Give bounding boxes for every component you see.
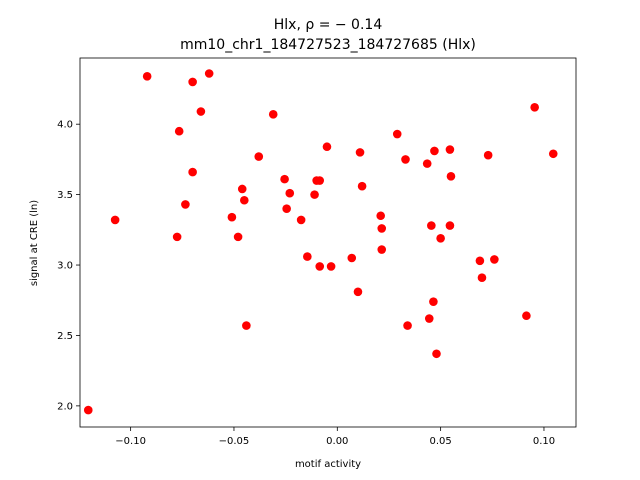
y-axis-ticks: 2.0 2.5 3.0 3.5 4.0 bbox=[57, 120, 80, 412]
data-point-3 bbox=[172, 232, 182, 242]
y-tick-label: 4.0 bbox=[57, 120, 73, 131]
data-point-5 bbox=[181, 200, 190, 209]
data-point-8 bbox=[196, 107, 206, 116]
data-point-19 bbox=[285, 188, 295, 198]
data-point-22 bbox=[310, 190, 319, 199]
data-point-39 bbox=[424, 314, 434, 323]
x-tick-label: 0.00 bbox=[326, 436, 348, 447]
data-point-37 bbox=[403, 321, 412, 330]
data-point-44 bbox=[436, 233, 445, 243]
data-point-34 bbox=[377, 245, 387, 254]
data-point-15 bbox=[254, 152, 264, 161]
data-point-30 bbox=[355, 148, 365, 157]
data-point-43 bbox=[432, 349, 441, 359]
data-point-18 bbox=[282, 204, 291, 213]
data-point-11 bbox=[233, 232, 243, 242]
data-point-28 bbox=[347, 253, 357, 263]
data-point-47 bbox=[446, 172, 456, 181]
data-point-51 bbox=[490, 255, 499, 264]
data-point-54 bbox=[548, 149, 558, 159]
data-point-45 bbox=[445, 221, 455, 230]
data-point-12 bbox=[237, 184, 247, 194]
data-point-52 bbox=[522, 311, 531, 321]
data-point-0 bbox=[83, 405, 93, 415]
data-point-24 bbox=[315, 176, 325, 185]
x-axis-label: motif activity bbox=[295, 459, 361, 470]
data-point-50 bbox=[483, 150, 493, 160]
data-point-10 bbox=[227, 212, 237, 222]
data-point-29 bbox=[353, 287, 363, 297]
data-point-21 bbox=[303, 252, 312, 261]
y-tick-label: 2.5 bbox=[57, 331, 73, 342]
data-point-49 bbox=[477, 273, 487, 283]
chart-title-line2: mm10_chr1_184727523_184727685 (Hlx) bbox=[180, 37, 476, 53]
data-point-33 bbox=[377, 224, 387, 233]
data-point-53 bbox=[530, 102, 539, 112]
data-point-2 bbox=[142, 72, 152, 81]
data-point-20 bbox=[296, 215, 306, 225]
plot-area-frame bbox=[79, 57, 577, 428]
data-point-31 bbox=[357, 181, 367, 191]
x-tick-label: 0.10 bbox=[533, 436, 555, 447]
x-tick-label: −0.10 bbox=[115, 436, 146, 447]
data-point-4 bbox=[174, 126, 184, 136]
data-point-40 bbox=[427, 221, 436, 230]
data-point-6 bbox=[188, 77, 197, 87]
data-point-46 bbox=[445, 145, 455, 154]
data-point-32 bbox=[376, 211, 386, 221]
y-axis-label: signal at CRE (ln) bbox=[29, 200, 40, 286]
data-point-14 bbox=[242, 321, 251, 330]
x-axis-ticks: −0.10 −0.05 0.00 0.05 0.10 bbox=[115, 427, 555, 447]
x-tick-label: −0.05 bbox=[219, 436, 250, 447]
data-point-48 bbox=[475, 256, 485, 266]
data-point-7 bbox=[188, 167, 197, 177]
data-point-25 bbox=[315, 262, 325, 271]
y-tick-label: 3.5 bbox=[57, 190, 73, 201]
data-point-9 bbox=[204, 69, 214, 78]
data-point-27 bbox=[326, 262, 336, 271]
x-tick-label: 0.05 bbox=[430, 436, 452, 447]
data-points bbox=[83, 69, 558, 415]
data-point-35 bbox=[392, 129, 402, 139]
y-tick-label: 2.0 bbox=[57, 401, 73, 412]
data-point-42 bbox=[430, 146, 439, 156]
data-point-41 bbox=[429, 297, 438, 306]
y-tick-label: 3.0 bbox=[57, 261, 73, 272]
data-point-16 bbox=[268, 110, 278, 119]
chart-title-line1: Hlx, ρ = − 0.14 bbox=[274, 17, 383, 33]
data-point-36 bbox=[401, 155, 410, 164]
data-point-13 bbox=[240, 195, 249, 205]
data-point-26 bbox=[322, 142, 332, 152]
data-point-17 bbox=[280, 174, 289, 184]
data-point-38 bbox=[422, 159, 432, 168]
data-point-1 bbox=[110, 215, 120, 225]
